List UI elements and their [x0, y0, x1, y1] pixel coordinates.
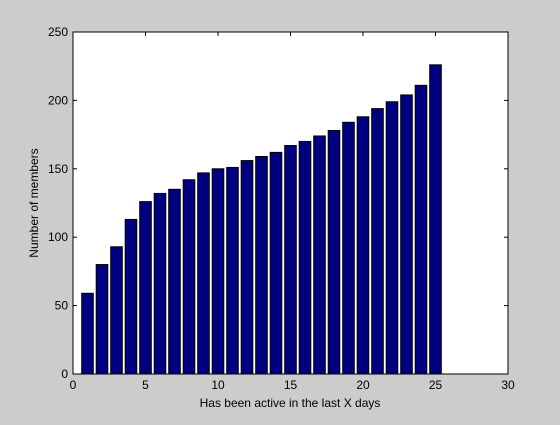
x-tick-label: 25 — [429, 378, 443, 392]
bar-day-1 — [81, 292, 94, 375]
bar-day-6 — [153, 192, 167, 375]
bar-day-12 — [240, 160, 254, 375]
bar-day-4 — [124, 218, 138, 375]
x-tick-label: 30 — [501, 378, 515, 392]
bar-day-9 — [197, 172, 210, 375]
y-tick-label: 50 — [55, 299, 69, 313]
y-axis-label: Number of members — [27, 148, 41, 257]
y-tick-label: 250 — [48, 25, 68, 39]
y-axis-ticks: 0 50 100 150 200 250 — [48, 25, 508, 381]
x-axis-label: Has been active in the last X days — [200, 396, 381, 410]
bar-day-16 — [298, 140, 312, 375]
bar-day-10 — [211, 168, 225, 375]
bar-day-2 — [95, 264, 109, 375]
bar-day-25 — [429, 64, 442, 375]
bar-day-22 — [385, 101, 399, 375]
y-tick-label: 100 — [48, 230, 68, 244]
bar-day-19 — [342, 121, 355, 375]
bar-day-21 — [371, 108, 384, 375]
bar-day-15 — [284, 145, 297, 375]
bar-day-18 — [327, 130, 341, 375]
bar-day-5 — [139, 201, 152, 375]
y-tick-label: 200 — [48, 93, 68, 107]
bar-day-14 — [269, 151, 283, 375]
y-tick-label: 0 — [61, 367, 68, 381]
bar-day-11 — [226, 166, 239, 375]
x-tick-label: 0 — [70, 378, 77, 392]
x-tick-label: 15 — [284, 378, 298, 392]
bar-day-13 — [255, 155, 268, 375]
x-tick-label: 10 — [211, 378, 225, 392]
y-tick-label: 150 — [48, 162, 68, 176]
bar-day-24 — [414, 84, 428, 375]
x-axis-ticks: 0 5 10 15 20 25 30 — [70, 32, 515, 392]
x-tick-label: 5 — [142, 378, 149, 392]
bar-day-3 — [110, 246, 123, 375]
bar-day-17 — [313, 135, 326, 375]
bar-day-20 — [356, 116, 370, 375]
x-tick-label: 20 — [356, 378, 370, 392]
bar-day-8 — [182, 179, 196, 375]
bar-day-7 — [168, 188, 181, 375]
bar-day-23 — [400, 94, 413, 375]
